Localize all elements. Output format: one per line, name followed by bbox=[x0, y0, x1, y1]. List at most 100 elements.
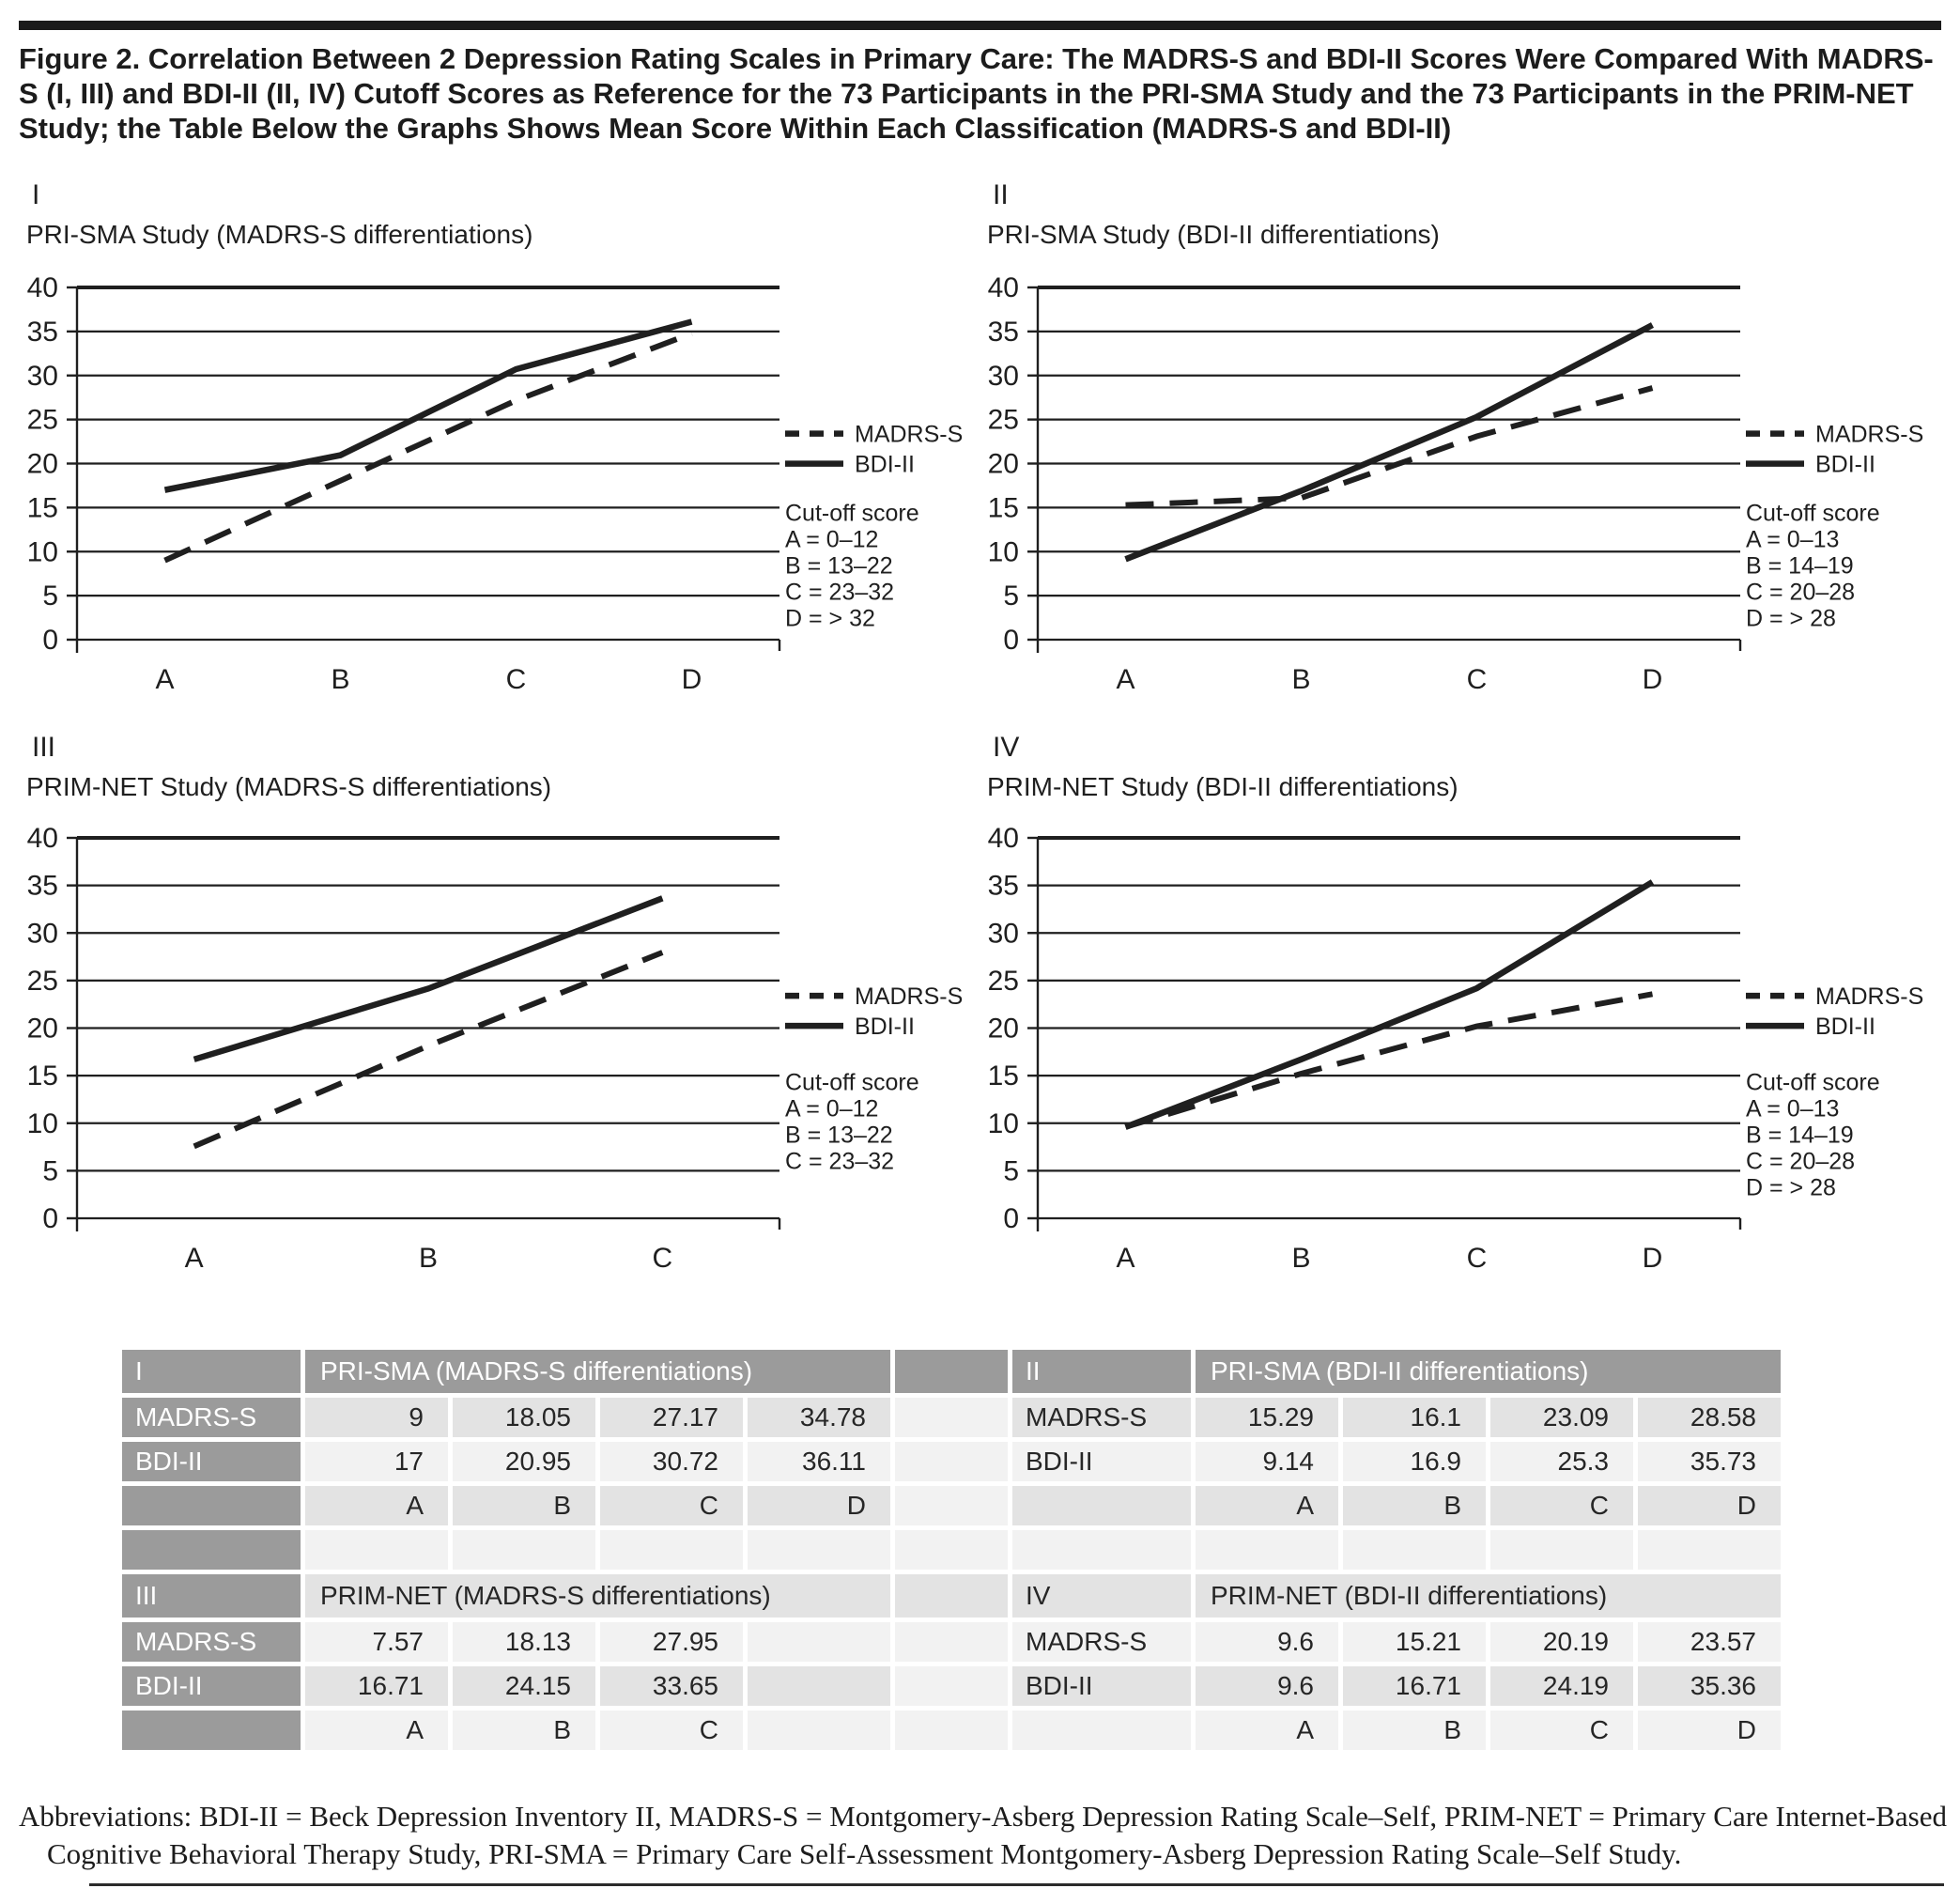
value-cell: 9.14 bbox=[1196, 1441, 1338, 1481]
chart-block-1: I PRI-SMA Study (MADRS-S differentiation… bbox=[19, 178, 980, 699]
x-category-label: C bbox=[506, 664, 527, 695]
value-cell: 15.29 bbox=[1196, 1397, 1338, 1437]
series-line-madrs-s bbox=[163, 330, 693, 563]
y-tick-label: 20 bbox=[988, 448, 1019, 479]
series-line-madrs-s bbox=[1125, 384, 1654, 508]
y-tick-label: 30 bbox=[27, 918, 58, 949]
value-cell: 17 bbox=[305, 1441, 448, 1481]
row-label-cell: BDI-II bbox=[1012, 1665, 1191, 1706]
cutoff-title: Cut-off score bbox=[785, 500, 919, 526]
category-cell: A bbox=[305, 1485, 448, 1525]
table-blank-row bbox=[122, 1529, 1781, 1570]
section-title-cell: PRI-SMA (BDI-II differentiations) bbox=[1196, 1349, 1781, 1393]
section-id-cell: IV bbox=[1012, 1573, 1191, 1618]
table-header-row-bottom: III PRIM-NET (MADRS-S differentiations) … bbox=[122, 1573, 1781, 1618]
value-cell bbox=[748, 1665, 890, 1706]
y-tick-label: 40 bbox=[988, 823, 1019, 854]
blank-cell bbox=[1196, 1529, 1338, 1570]
category-cell: A bbox=[305, 1710, 448, 1750]
y-tick-label: 30 bbox=[988, 918, 1019, 949]
blank-cell bbox=[748, 1529, 890, 1570]
chart-3-subtitle: PRIM-NET Study (MADRS-S differentiations… bbox=[26, 771, 552, 801]
value-cell: 15.21 bbox=[1343, 1621, 1486, 1662]
mean-score-table: I PRI-SMA (MADRS-S differentiations) II … bbox=[117, 1345, 1785, 1755]
chart-1-numeral: I bbox=[32, 178, 40, 210]
y-tick-label: 10 bbox=[988, 1107, 1019, 1138]
value-cell: 33.65 bbox=[600, 1665, 743, 1706]
x-category-label: A bbox=[155, 664, 174, 695]
legend-label: MADRS-S bbox=[855, 421, 963, 447]
y-tick-label: 0 bbox=[42, 625, 58, 656]
row-label-cell: BDI-II bbox=[1012, 1441, 1191, 1481]
cutoff-entry: B = 13–22 bbox=[785, 552, 893, 579]
row-label-cell: BDI-II bbox=[122, 1441, 301, 1481]
line-chart-1: 0 5 10 15 20 25 30 35 40 A B C D MADRS-S BDI-II Cut-off… bbox=[27, 272, 964, 695]
table-row-madrs-bottom: MADRS-S 7.57 18.13 27.95 MADRS-S 9.6 15.… bbox=[122, 1621, 1781, 1662]
spacer-cell bbox=[895, 1349, 1008, 1393]
figure-title: Figure 2. Correlation Between 2 Depressi… bbox=[19, 42, 1934, 146]
spacer-cell bbox=[895, 1529, 1008, 1570]
value-cell: 16.9 bbox=[1343, 1441, 1486, 1481]
series-line-bdi-ii bbox=[1124, 321, 1655, 562]
legend-label: BDI-II bbox=[1815, 1014, 1875, 1040]
cutoff-entry: B = 14–19 bbox=[1746, 1122, 1854, 1148]
chart-2-subtitle: PRI-SMA Study (BDI-II differentiations) bbox=[987, 219, 1440, 249]
cutoff-entry: D = > 28 bbox=[1746, 605, 1836, 631]
abbreviations-footnote: Abbreviations: BDI-II = Beck Depression … bbox=[19, 1799, 1948, 1871]
y-tick-label: 25 bbox=[27, 404, 58, 435]
chart-block-3: III PRIM-NET Study (MADRS-S differentiat… bbox=[19, 731, 980, 1284]
y-tick-label: 35 bbox=[27, 316, 58, 347]
y-tick-label: 5 bbox=[1003, 580, 1019, 611]
series-line-madrs-s bbox=[1124, 990, 1654, 1130]
row-label-cell bbox=[122, 1529, 301, 1570]
row-label-cell bbox=[122, 1710, 301, 1750]
cutoff-entry: C = 20–28 bbox=[1746, 1148, 1855, 1174]
value-cell: 25.3 bbox=[1490, 1441, 1633, 1481]
row-label-cell bbox=[122, 1485, 301, 1525]
row-label-cell bbox=[1012, 1710, 1191, 1750]
x-category-label: C bbox=[1467, 664, 1488, 695]
value-cell: 24.15 bbox=[453, 1665, 595, 1706]
section-title-cell: PRI-SMA (MADRS-S differentiations) bbox=[305, 1349, 890, 1393]
value-cell: 28.58 bbox=[1638, 1397, 1781, 1437]
row-label-cell: MADRS-S bbox=[1012, 1397, 1191, 1437]
y-tick-label: 35 bbox=[988, 870, 1019, 901]
x-category-label: C bbox=[652, 1243, 672, 1274]
value-cell: 16.71 bbox=[1343, 1665, 1486, 1706]
y-tick-label: 40 bbox=[988, 272, 1019, 303]
y-tick-label: 35 bbox=[27, 870, 58, 901]
cutoff-entry: A = 0–12 bbox=[785, 1095, 878, 1122]
spacer-cell bbox=[895, 1710, 1008, 1750]
series-line-bdi-ii bbox=[193, 894, 664, 1062]
blank-cell bbox=[305, 1529, 448, 1570]
table-category-row-bottom: A B C A B C D bbox=[122, 1710, 1781, 1750]
y-tick-label: 15 bbox=[988, 1060, 1019, 1091]
category-cell: B bbox=[1343, 1710, 1486, 1750]
legend-label: BDI-II bbox=[855, 451, 915, 477]
x-category-label: B bbox=[419, 1243, 438, 1274]
category-cell: A bbox=[1196, 1710, 1338, 1750]
line-chart-2: 0 5 10 15 20 25 30 35 40 A B C D MADRS-S BDI-II Cut-off… bbox=[988, 272, 1924, 695]
value-cell: 23.57 bbox=[1638, 1621, 1781, 1662]
value-cell: 18.13 bbox=[453, 1621, 595, 1662]
spacer-cell bbox=[895, 1621, 1008, 1662]
table-row-bdi-bottom: BDI-II 16.71 24.15 33.65 BDI-II 9.6 16.7… bbox=[122, 1665, 1781, 1706]
y-tick-label: 25 bbox=[988, 404, 1019, 435]
cutoff-entry: C = 23–32 bbox=[785, 579, 894, 605]
category-cell: C bbox=[600, 1485, 743, 1525]
x-category-label: B bbox=[1291, 664, 1310, 695]
gridlines bbox=[67, 835, 779, 1219]
cutoff-title: Cut-off score bbox=[1746, 1069, 1880, 1095]
chart-4-subtitle: PRIM-NET Study (BDI-II differentiations) bbox=[987, 771, 1458, 801]
category-cell: C bbox=[1490, 1710, 1633, 1750]
x-category-label: A bbox=[185, 1243, 204, 1274]
y-tick-label: 20 bbox=[27, 448, 58, 479]
y-tick-label: 5 bbox=[1003, 1155, 1019, 1186]
spacer-cell bbox=[895, 1441, 1008, 1481]
value-cell: 36.11 bbox=[748, 1441, 890, 1481]
row-label-cell: MADRS-S bbox=[1012, 1621, 1191, 1662]
table-row-madrs-top: MADRS-S 9 18.05 27.17 34.78 MADRS-S 15.2… bbox=[122, 1397, 1781, 1437]
spacer-cell bbox=[895, 1573, 1008, 1618]
value-cell: 23.09 bbox=[1490, 1397, 1633, 1437]
cutoff-entry: B = 14–19 bbox=[1746, 552, 1854, 579]
